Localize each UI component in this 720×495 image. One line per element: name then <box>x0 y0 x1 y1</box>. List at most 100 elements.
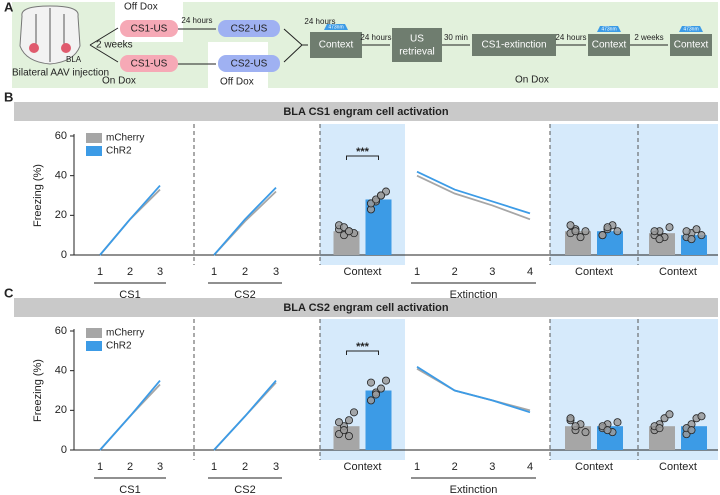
step-label: Context <box>674 40 709 51</box>
x-tick-label: 4 <box>527 461 533 473</box>
x-tick-label: 1 <box>97 266 103 278</box>
x-tick-label: 2 <box>452 266 458 278</box>
step-label: CS1-extinction <box>481 40 546 51</box>
session-label: Context <box>575 266 613 278</box>
data-point <box>371 390 380 399</box>
step-box <box>310 32 362 58</box>
session-label: Context <box>344 266 382 278</box>
data-point <box>344 432 353 441</box>
data-point <box>603 426 612 435</box>
cs-us-box <box>120 20 178 37</box>
x-tick-label: 4 <box>527 266 533 278</box>
series-line <box>416 170 531 215</box>
laser-label: 473nm <box>683 26 698 32</box>
data-point <box>697 412 706 421</box>
chart-title: BLA CS2 engram cell activation <box>283 302 449 314</box>
significance-bracket <box>346 350 379 355</box>
interval-label: 24 hours <box>360 33 391 42</box>
data-point <box>682 227 691 236</box>
series-line <box>99 380 161 451</box>
x-tick-label: 2 <box>242 266 248 278</box>
data-point <box>339 426 348 435</box>
data-point <box>344 416 353 425</box>
y-tick-label: 20 <box>55 209 67 221</box>
bar <box>565 231 591 255</box>
title-bar <box>14 102 718 121</box>
step-box <box>392 28 442 62</box>
x-tick-label: 1 <box>97 461 103 473</box>
arrow <box>283 28 308 63</box>
y-axis-label: Freezing (%) <box>32 164 44 227</box>
highlight-bg <box>550 124 638 265</box>
x-tick-label: 1 <box>211 266 217 278</box>
data-point <box>566 414 575 423</box>
title-bar <box>14 298 718 317</box>
laser-icon <box>324 24 348 30</box>
data-point <box>344 227 353 236</box>
series-line <box>213 379 277 451</box>
cs-us-box <box>218 20 280 37</box>
interval-label: 2 weeks <box>634 33 663 42</box>
step-box <box>588 34 630 56</box>
legend-label: mCherry <box>106 328 144 339</box>
panel-label: C <box>4 285 14 300</box>
interval-label: 24 hours <box>304 17 335 26</box>
data-point <box>598 231 607 240</box>
data-point <box>697 231 706 240</box>
x-tick-label: 1 <box>414 461 420 473</box>
legend-swatch <box>86 133 102 143</box>
x-tick-label: 1 <box>211 461 217 473</box>
series-line <box>99 184 161 256</box>
session-label: Context <box>659 266 697 278</box>
significance-label: *** <box>356 146 370 158</box>
off-dox-label: Off Dox <box>220 77 254 88</box>
interval-label: 24 hours <box>555 33 586 42</box>
y-tick-label: 60 <box>55 130 67 142</box>
injection-label: Bilateral AAV injection <box>12 68 109 79</box>
significance-bracket <box>346 155 379 160</box>
injection-lines <box>35 8 65 62</box>
x-tick-label: 2 <box>242 461 248 473</box>
step-box <box>472 34 556 56</box>
data-point <box>366 396 375 405</box>
legend-swatch <box>86 146 102 156</box>
x-tick-label: 3 <box>489 461 495 473</box>
data-point <box>687 426 696 435</box>
y-tick-label: 0 <box>61 444 67 456</box>
data-point <box>665 223 674 232</box>
bar <box>333 231 360 255</box>
highlight-bg <box>550 319 638 460</box>
x-tick-label: 1 <box>414 266 420 278</box>
data-point <box>692 225 701 234</box>
cs-us-label: CS1-US <box>131 59 168 70</box>
data-point <box>603 223 612 232</box>
legend-label: ChR2 <box>106 146 132 157</box>
data-point <box>581 428 590 437</box>
data-point <box>665 410 674 419</box>
y-axis-label: Freezing (%) <box>32 359 44 422</box>
x-tick-label: 3 <box>157 266 163 278</box>
cs-us-label: CS2-US <box>231 59 268 70</box>
data-point <box>366 378 375 387</box>
chart-title: BLA CS1 engram cell activation <box>283 106 449 118</box>
step-label: retrieval <box>399 47 435 58</box>
data-point <box>655 424 664 433</box>
data-point <box>376 191 385 200</box>
series-line <box>416 365 531 414</box>
data-point <box>571 227 580 236</box>
session-label: Extinction <box>450 484 498 495</box>
legend-label: ChR2 <box>106 341 132 352</box>
data-point <box>566 221 575 230</box>
session-label: CS2 <box>234 289 255 301</box>
cs-us-label: CS2-US <box>231 24 268 35</box>
y-tick-label: 40 <box>55 170 67 182</box>
data-point <box>650 227 659 236</box>
on-dox-label: On Dox <box>515 75 549 86</box>
data-point <box>349 408 358 417</box>
interval-label: 24 hours <box>181 16 212 25</box>
x-tick-label: 2 <box>452 461 458 473</box>
data-point <box>687 235 696 244</box>
legend-label: mCherry <box>106 133 144 144</box>
session-label: CS2 <box>234 484 255 495</box>
session-label: Context <box>575 461 613 473</box>
